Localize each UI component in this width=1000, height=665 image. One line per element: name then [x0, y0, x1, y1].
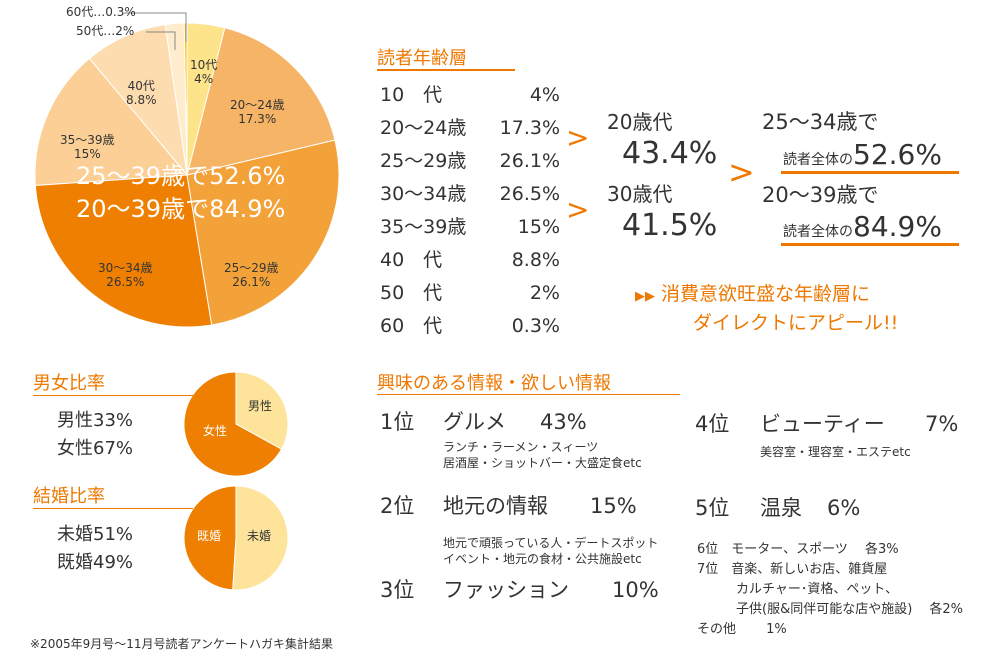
marriage-underline	[33, 508, 193, 509]
marriage-title: 結婚比率	[33, 486, 105, 507]
pie-label-single: 未婚	[247, 529, 272, 543]
rank5: 5位 温泉 6%	[695, 496, 861, 520]
age-row-label: 20〜24歳	[380, 117, 467, 139]
rank2-detail: 地元で頑張っている人・デートスポット イベント・地元の食材・公共施設etc	[443, 536, 659, 566]
marriage-single: 未婚51%	[57, 524, 134, 545]
gender-male: 男性33%	[57, 410, 134, 431]
age-title-underline	[377, 69, 515, 71]
sum2-value: 84.9%	[853, 210, 942, 243]
sum2: 読者全体の84.9%	[783, 213, 942, 241]
age-row: 30〜34歳 26.5%	[380, 185, 560, 204]
arrow-20s-icon: >	[566, 121, 590, 154]
age-row-label: 30〜34歳	[380, 183, 467, 205]
age-row-value: 26.5%	[499, 183, 560, 205]
appeal-line1: ▶▶ 消費意欲旺盛な年齢層に	[635, 283, 871, 305]
footnote: ※2005年9月号〜11月号読者アンケートハガキ集計結果	[30, 637, 334, 651]
gender-pie-slice-女性	[183, 371, 283, 477]
callout-line-60	[124, 12, 187, 42]
pie-label-female: 女性	[203, 424, 228, 438]
age-row: 35〜39歳 15%	[380, 218, 560, 237]
callout-60: 60代…0.3%	[66, 5, 136, 19]
gender-underline	[33, 395, 193, 396]
age-row-value: 0.3%	[511, 315, 560, 337]
age-row: 50 代 2%	[380, 284, 560, 303]
overlay-84: 20〜39歳で84.9%	[76, 195, 286, 223]
rank4-detail: 美容室・理容室・エステetc	[760, 445, 911, 459]
age-row: 40 代 8.8%	[380, 251, 560, 270]
age-row-label: 25〜29歳	[380, 150, 467, 172]
group20-value: 43.4%	[622, 136, 718, 171]
age-row-value: 26.1%	[499, 150, 560, 172]
slice-label-40: 40代 8.8%	[126, 79, 157, 107]
age-row-label: 60 代	[380, 315, 443, 337]
age-row: 25〜29歳 26.1%	[380, 152, 560, 171]
slice-label-25-29: 25〜29歳 26.1%	[224, 261, 279, 289]
pie-label-married: 既婚	[197, 529, 222, 543]
slice-label-10: 10代 4%	[190, 58, 218, 86]
interests-title: 興味のある情報・欲しい情報	[377, 373, 611, 394]
rank3: 3位 ファッション 10%	[380, 578, 659, 602]
sum1-label: 25〜34歳で	[762, 110, 879, 134]
group20-label: 20歳代	[607, 110, 673, 134]
marriage-pie-slice-既婚	[183, 485, 237, 591]
interests-underline	[377, 394, 680, 395]
age-row-value: 15%	[517, 216, 560, 238]
slice-label-30-34: 30〜34歳 26.5%	[98, 261, 153, 289]
rank1: 1位 グルメ 43%	[380, 410, 587, 434]
sum1-prefix: 読者全体の	[783, 152, 853, 168]
age-pie-slice-10代	[186, 22, 226, 176]
sum2-label: 20〜39歳で	[762, 183, 879, 207]
slice-label-20-24: 20〜24歳 17.3%	[230, 98, 285, 126]
arrow-30s-icon: >	[566, 193, 590, 226]
age-pie-slice-30〜34歳	[34, 174, 213, 328]
sum2-underline	[781, 243, 959, 246]
sum1: 読者全体の52.6%	[783, 141, 942, 169]
sum1-value: 52.6%	[853, 138, 942, 171]
age-pie-slice-35〜39歳	[34, 57, 189, 187]
double-arrow-icon: ▶▶	[635, 289, 655, 304]
group30-label: 30歳代	[607, 182, 673, 206]
marriage-married: 既婚49%	[57, 552, 134, 573]
age-row-label: 10 代	[380, 84, 443, 106]
age-pie-slice-20〜24歳	[186, 27, 336, 176]
rank1-detail: ランチ・ラーメン・スィーツ 居酒屋・ショットバー・大盛定食etc	[443, 440, 642, 470]
sum2-prefix: 読者全体の	[783, 224, 853, 240]
age-row-value: 4%	[529, 84, 560, 106]
pie-label-male: 男性	[248, 399, 273, 413]
age-row-label: 35〜39歳	[380, 216, 467, 238]
slice-label-35-39: 35〜39歳 15%	[60, 133, 115, 161]
gender-female: 女性67%	[57, 438, 134, 459]
age-row-value: 2%	[529, 282, 560, 304]
appeal-line2: ダイレクトにアピール!!	[693, 312, 899, 334]
gender-title: 男女比率	[33, 373, 105, 394]
gender-pie-slice-男性	[235, 371, 289, 450]
marriage-pie-slice-未婚	[232, 485, 289, 591]
sum1-underline	[781, 171, 959, 174]
callout-line-50	[146, 31, 176, 50]
overlay-52: 25〜39歳で52.6%	[76, 162, 286, 190]
age-row-value: 8.8%	[511, 249, 560, 271]
age-row: 10 代 4%	[380, 86, 560, 105]
arrow-summary-icon: >	[728, 153, 755, 191]
group30-value: 41.5%	[622, 208, 718, 243]
other-rankings: 6位 モーター、スポーツ 各3% 7位 音楽、新しいお店、雑貨屋 カルチャー･資格…	[697, 542, 964, 637]
age-row-label: 40 代	[380, 249, 443, 271]
age-row: 20〜24歳 17.3%	[380, 119, 560, 138]
callout-50: 50代…2%	[76, 24, 135, 38]
age-row: 60 代 0.3%	[380, 317, 560, 336]
rank2: 2位 地元の情報 15%	[380, 494, 637, 518]
age-row-label: 50 代	[380, 282, 443, 304]
age-title: 読者年齢層	[377, 48, 467, 69]
age-pie-slice-40代	[88, 24, 188, 177]
age-row-value: 17.3%	[499, 117, 560, 139]
rank4: 4位 ビューティー 7%	[695, 412, 959, 436]
age-pie-slice-25〜29歳	[186, 139, 340, 326]
